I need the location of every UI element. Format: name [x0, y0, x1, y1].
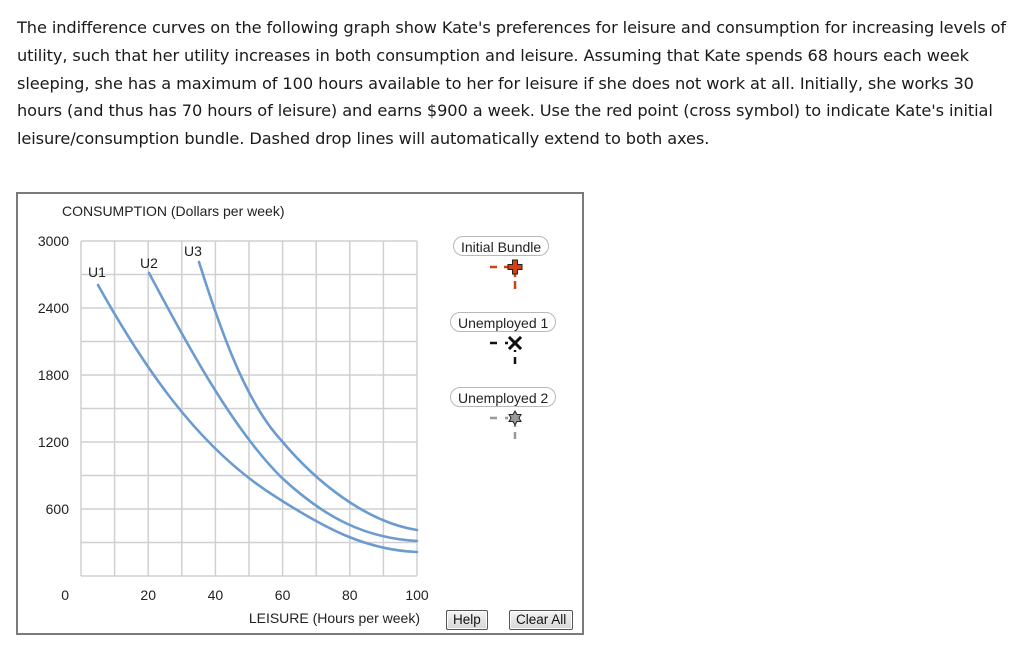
curve-label-u2: U2 — [140, 255, 158, 271]
curve-label-u1: U1 — [88, 264, 106, 280]
x-axis-title: LEISURE (Hours per week) — [249, 610, 420, 626]
x-tick: 20 — [140, 587, 156, 603]
star-icon — [508, 409, 522, 427]
legend-initial-bundle[interactable]: Initial Bundle — [453, 236, 550, 256]
clear-all-button[interactable]: Clear All — [509, 610, 574, 630]
y-axis-ticks: 3000 2400 1800 1200 600 0 — [38, 233, 69, 603]
initial-bundle-tool[interactable] — [490, 259, 523, 289]
x-tick: 60 — [275, 587, 291, 603]
question-text: The indifference curves on the following… — [17, 14, 1017, 153]
y-tick: 0 — [61, 587, 69, 603]
legend-unemployed-1[interactable]: Unemployed 1 — [450, 312, 557, 332]
y-tick: 3000 — [38, 233, 69, 249]
y-axis-title: CONSUMPTION (Dollars per week) — [62, 203, 284, 219]
unemployed-1-tool[interactable] — [490, 335, 523, 364]
y-tick: 1800 — [38, 367, 69, 383]
curve-labels: U1 U2 U3 — [88, 243, 202, 280]
curve-u3 — [197, 260, 419, 532]
unemployed-2-tool[interactable] — [490, 409, 522, 439]
y-tick: 1200 — [38, 434, 69, 450]
x-tick: 40 — [208, 587, 224, 603]
graph-panel: CONSUMPTION (Dollars per week) — [16, 192, 584, 635]
question-paragraph: The indifference curves on the following… — [17, 18, 1007, 149]
x-tick: 100 — [405, 587, 429, 603]
y-tick: 2400 — [38, 300, 69, 316]
y-tick: 600 — [46, 501, 70, 517]
x-tick: 80 — [342, 587, 358, 603]
cross-icon — [507, 259, 523, 275]
help-button[interactable]: Help — [446, 610, 488, 630]
legend-unemployed-2[interactable]: Unemployed 2 — [450, 387, 557, 407]
indifference-curves — [96, 260, 419, 554]
curve-u2 — [147, 271, 419, 543]
curve-label-u3: U3 — [184, 243, 202, 259]
x-mark-icon — [507, 335, 523, 351]
indifference-chart[interactable]: CONSUMPTION (Dollars per week) — [16, 192, 586, 637]
curve-u1 — [96, 283, 419, 554]
x-axis-ticks: 20 40 60 80 100 — [140, 587, 428, 603]
grid — [80, 240, 418, 577]
